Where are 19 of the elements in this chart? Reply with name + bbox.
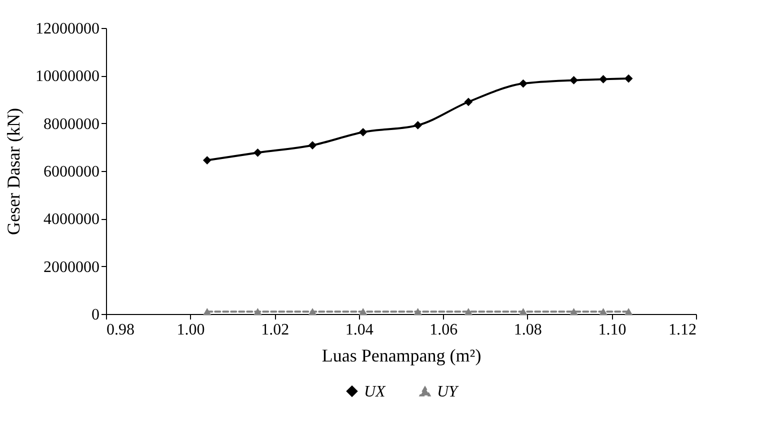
y-tick-label: 10000000: [36, 68, 100, 86]
x-tick-label: 1.12: [668, 322, 696, 338]
legend-label: UX: [364, 383, 387, 400]
y-tick-label: 6000000: [44, 164, 100, 180]
x-tick-label: 1.00: [176, 322, 205, 338]
y-tick-label: 2000000: [44, 258, 100, 276]
x-tick-label: 0.98: [106, 322, 134, 338]
x-axis-title: Luas Penampang (m²): [322, 346, 482, 366]
x-tick-label: 1.10: [598, 322, 626, 338]
x-tick-label: 1.02: [261, 322, 290, 338]
y-axis-title: Geser Dasar (kN): [4, 108, 24, 235]
x-tick-label: 1.04: [345, 322, 374, 338]
x-tick-label: 1.08: [514, 322, 542, 338]
y-tick-label: 12000000: [36, 20, 100, 38]
y-tick-label: 0: [92, 306, 100, 324]
legend-label: UY: [437, 384, 460, 400]
y-tick-label: 4000000: [44, 211, 100, 228]
y-tick-label: 8000000: [44, 116, 100, 133]
x-tick-label: 1.06: [430, 322, 458, 338]
